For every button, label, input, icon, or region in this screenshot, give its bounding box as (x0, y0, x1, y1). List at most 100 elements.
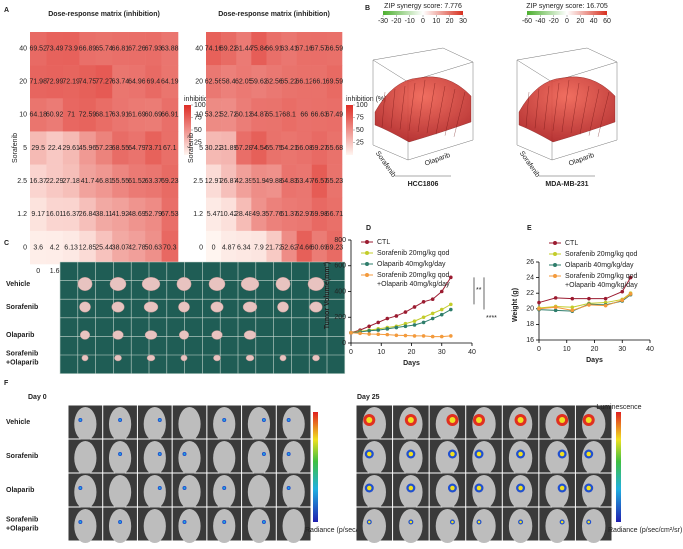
data-point (570, 296, 575, 301)
signal-core (517, 417, 524, 423)
cell-value: 26.84 (79, 211, 97, 218)
heatmap-cell (95, 65, 113, 99)
heatmap-cell (221, 32, 237, 66)
legend-marker (365, 251, 369, 255)
heatmap-cell (311, 98, 328, 132)
data-point (421, 315, 426, 320)
row-label: Vehicle (6, 419, 30, 426)
heatmap-cell (46, 98, 64, 132)
heatmap-cell (79, 197, 97, 232)
heatmap-cell (266, 230, 282, 265)
data-point (412, 305, 417, 309)
mouse (108, 509, 132, 543)
colorbar-tick-label: -20 (549, 18, 559, 25)
cell-value: 64.21 (280, 145, 298, 152)
heatmap-cell (251, 164, 267, 199)
row-label: Sorafenib (6, 453, 38, 460)
heatmap-cell (79, 230, 97, 265)
data-point (439, 307, 444, 312)
heatmap-cell (79, 65, 97, 99)
cell-value: 51.9 (252, 178, 266, 185)
mouse (108, 407, 132, 441)
mouse (582, 509, 606, 543)
signal-core (223, 521, 226, 523)
mesh (561, 79, 570, 133)
signal-core (262, 453, 265, 455)
y-axis-label: Tumor Volume(mm³) (324, 262, 331, 329)
cell-value: 0 (212, 244, 216, 251)
cell-value: 60.69 (145, 112, 163, 119)
signal-core (586, 451, 591, 457)
heatmap-cell (311, 230, 328, 265)
signal-core (407, 417, 414, 423)
legend-marker (553, 263, 557, 267)
heatmap-cell (95, 131, 113, 165)
heatmap-cell (30, 65, 47, 99)
heatmap-cell (221, 65, 237, 99)
series-line (350, 309, 452, 334)
cell-value: 63.37 (145, 178, 163, 185)
heatmap-cell (128, 131, 146, 165)
legend-label: Sorafenib 20mg/kg qod (565, 251, 637, 258)
heatmap-cell (46, 65, 64, 99)
mouse (247, 407, 271, 441)
legend-marker (365, 240, 369, 244)
mesh (570, 82, 580, 134)
tumor (144, 330, 158, 340)
heatmap-cell (311, 131, 328, 165)
tumor (111, 301, 125, 313)
axis-label: Sorafenib (374, 150, 397, 179)
heatmap-cell (95, 197, 113, 232)
axis-label: Sorafenib (518, 150, 541, 179)
row-label: 0 (199, 244, 203, 251)
signal-core (223, 419, 226, 421)
data-point (603, 303, 608, 308)
data-point (403, 321, 408, 326)
signal-core (367, 485, 372, 491)
cell-line: MDA-MB-231 (545, 181, 588, 188)
mouse (178, 475, 201, 509)
cell-value: 63.88 (161, 45, 179, 52)
tumor (279, 354, 287, 362)
cell-value: 77.27 (95, 79, 113, 86)
y-tick-label: 0 (342, 340, 346, 347)
tumor (79, 301, 91, 313)
cell-value: 68.55 (112, 145, 130, 152)
tumor (211, 330, 223, 340)
heatmap-cell (128, 197, 146, 232)
data-point (628, 292, 633, 296)
col-label: 0 (36, 268, 40, 275)
signal-core (518, 485, 523, 491)
cell-value: 69.22 (220, 45, 238, 52)
row-label: 10 (19, 112, 27, 119)
heatmap-cell (112, 164, 129, 199)
row-label: Olaparib (6, 487, 34, 494)
cell-value: 64.96 (128, 79, 146, 86)
colorbar-tick-label: -40 (535, 18, 545, 25)
tumor (112, 330, 124, 340)
panel-label: A (4, 7, 9, 14)
signal-core (585, 417, 592, 423)
signal-core (559, 451, 565, 457)
mouse (362, 475, 386, 509)
cell-value: 69.59 (326, 79, 344, 86)
signal-core (262, 521, 265, 523)
heatmap-cell (221, 197, 237, 232)
cell-value: 66.81 (112, 45, 130, 52)
signal-core (476, 417, 482, 423)
legend-title: inhibition (%) (184, 96, 224, 103)
cell-value: 57.23 (95, 145, 113, 152)
heatmap-cell (145, 65, 162, 99)
row-label: 20 (195, 79, 203, 86)
legend-marker (553, 252, 557, 256)
heatmap-cell (206, 164, 222, 199)
heatmap-cell (62, 65, 80, 99)
data-point (628, 275, 633, 280)
heatmap-cell (236, 197, 252, 232)
data-point (537, 307, 541, 311)
data-point (367, 328, 371, 333)
data-point (587, 296, 591, 301)
row-label: 1.2 (17, 211, 27, 218)
heatmap-cell (112, 230, 129, 265)
row-label: +Olaparib (6, 525, 38, 532)
